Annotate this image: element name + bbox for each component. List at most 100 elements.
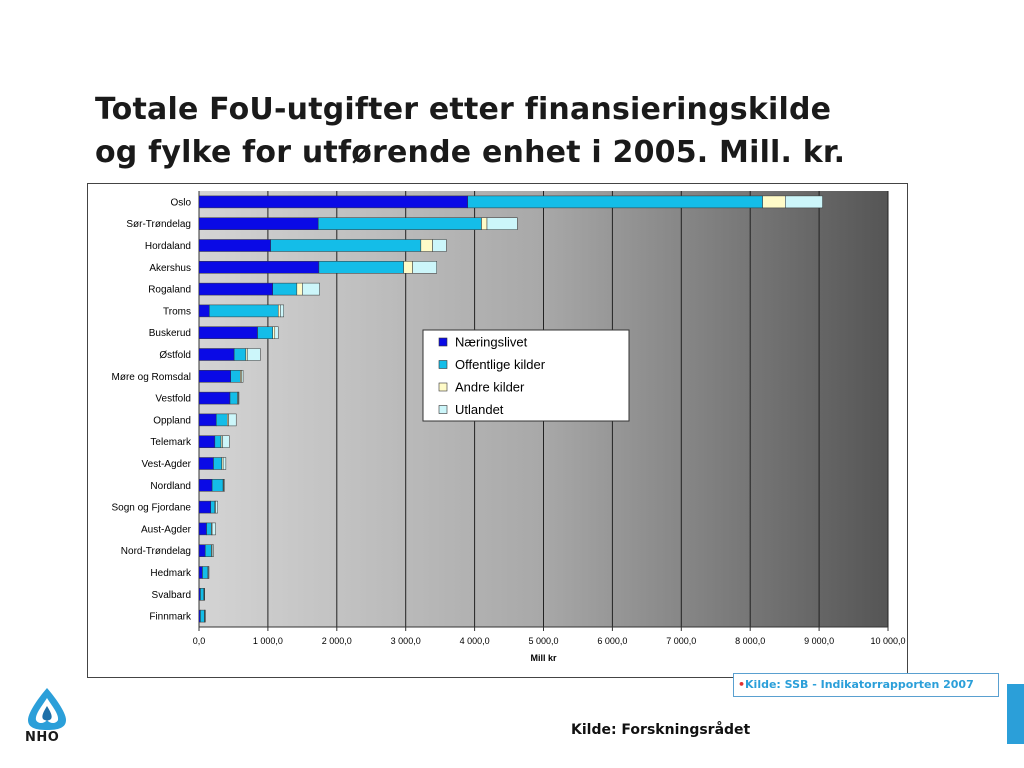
bar-segment <box>241 370 244 383</box>
x-tick-label: 1 000,0 <box>253 636 283 646</box>
bar-segment <box>198 217 319 230</box>
bar-segment <box>211 544 214 557</box>
bar-segment <box>230 370 241 383</box>
bar-segment <box>198 239 271 252</box>
bar-segment <box>204 544 212 557</box>
bar-segment <box>762 195 786 209</box>
bar-segment <box>198 522 207 536</box>
legend-label: Næringslivet <box>455 335 528 350</box>
bar-segment <box>403 261 413 274</box>
bar-segment <box>246 348 261 361</box>
x-tick-label: 3 000,0 <box>391 636 421 646</box>
category-label: Nordland <box>150 481 191 492</box>
chart-frame: Oslo Sør-Trøndelag Hordaland Akershus Rogala… <box>87 183 908 678</box>
bar-segment <box>198 566 203 579</box>
legend-label: Utlandet <box>455 402 504 417</box>
bar-segment <box>222 457 227 470</box>
category-label: Oslo <box>170 197 191 208</box>
bar-segment <box>270 239 422 252</box>
legend-swatch <box>438 405 448 414</box>
bar-segment <box>210 500 216 514</box>
bar-segment <box>233 348 247 361</box>
legend-swatch <box>438 382 448 392</box>
category-label: Nord-Trøndelag <box>121 546 191 557</box>
category-label: Finnmark <box>149 612 192 623</box>
side-accent-tab <box>1007 684 1024 744</box>
bar-segment <box>203 588 205 601</box>
category-label: Sogn og Fjordane <box>111 503 191 514</box>
bar-segment <box>302 282 320 296</box>
bar-segment <box>202 566 209 579</box>
category-label: Buskerud <box>149 328 191 339</box>
bar-segment <box>198 391 231 405</box>
x-tick-label: 5 000,0 <box>528 636 558 646</box>
bar-segment <box>211 522 216 536</box>
stacked-bar-chart: Oslo Sør-Trøndelag Hordaland Akershus Rogala… <box>111 191 906 663</box>
page-title: Totale FoU-utgifter etter finansieringsk… <box>95 88 975 174</box>
bar-segment <box>238 391 240 405</box>
legend-box <box>422 329 630 422</box>
bar-segment <box>198 413 217 427</box>
bar-segment <box>198 479 213 492</box>
bar-segment <box>222 435 230 448</box>
bar-segment <box>272 326 276 339</box>
bar-segment <box>215 413 228 427</box>
bar-segment <box>317 217 482 230</box>
category-label: Akershus <box>149 263 191 274</box>
bar-segment <box>412 261 437 274</box>
category-label: Telemark <box>150 437 192 448</box>
category-label: Rogaland <box>148 285 191 296</box>
bar-segment <box>228 413 237 427</box>
source-box: •Kilde: SSB - Indikatorrapporten 2007 <box>733 673 999 697</box>
bar-segment <box>198 435 216 448</box>
category-label: Hordaland <box>145 241 191 252</box>
bar-segment <box>272 282 298 296</box>
bar-segment <box>486 217 518 230</box>
bar-segment <box>198 500 211 514</box>
bar-segment <box>481 217 488 230</box>
x-tick-label: 6 000,0 <box>597 636 627 646</box>
bar-segment <box>274 326 279 339</box>
bar-segment <box>214 435 222 448</box>
bar-segment <box>198 370 231 383</box>
category-label: Svalbard <box>152 590 191 601</box>
bar-segment <box>215 500 218 514</box>
legend-swatch <box>438 337 448 347</box>
bar-segment <box>198 348 235 361</box>
bar-segment <box>200 588 205 601</box>
bar-segment <box>467 195 763 209</box>
x-tick-label: 9 000,0 <box>804 636 834 646</box>
bar-segment <box>198 282 273 296</box>
category-label: Aust-Agder <box>141 524 192 535</box>
bar-segment <box>211 479 224 492</box>
bar-segment <box>785 195 823 209</box>
legend-label: Andre kilder <box>455 380 525 395</box>
title-line-1: Totale FoU-utgifter etter finansieringsk… <box>95 92 832 127</box>
bar-segment <box>198 195 468 209</box>
bar-segment <box>198 261 320 274</box>
source-bullet: • <box>738 678 746 691</box>
bar-segment <box>257 326 273 339</box>
bar-segment <box>223 479 225 492</box>
bar-segment <box>198 544 206 557</box>
legend-swatch <box>438 360 448 369</box>
bar-segment <box>198 457 214 470</box>
category-label: Østfold <box>159 350 191 361</box>
bar-segment <box>208 566 210 579</box>
bar-segment <box>229 391 238 405</box>
footer-source: Kilde: Forskningsrådet <box>571 722 751 738</box>
bar-segment <box>200 609 205 623</box>
category-label: Vestfold <box>155 394 191 405</box>
category-label: Troms <box>163 306 191 317</box>
category-label: Vest-Agder <box>142 459 192 470</box>
x-tick-label: 8 000,0 <box>735 636 765 646</box>
bar-segment <box>198 326 258 339</box>
category-label: Hedmark <box>150 568 192 579</box>
x-tick-label: 4 000,0 <box>460 636 490 646</box>
bar-segment <box>280 304 284 318</box>
x-tick-label: 0,0 <box>193 636 206 646</box>
category-label: Møre og Romsdal <box>112 372 191 383</box>
x-tick-label: 10 000,0 <box>870 636 905 646</box>
bar-segment <box>198 304 210 318</box>
bar-segment <box>213 457 222 470</box>
